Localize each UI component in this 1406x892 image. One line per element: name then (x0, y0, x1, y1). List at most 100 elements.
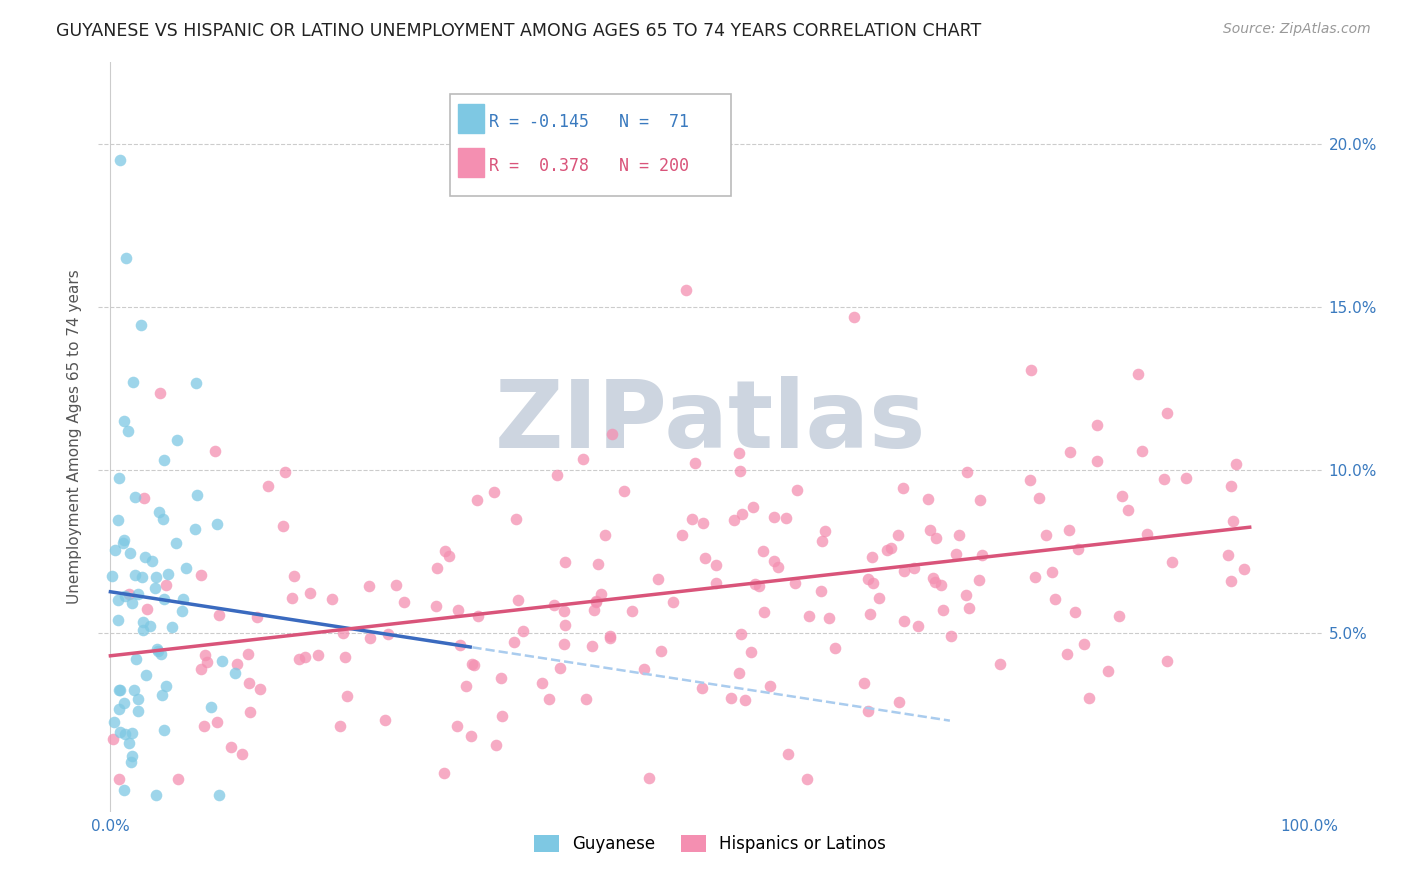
Point (280, 591, 302, 605)
Point (205, 714, 228, 729)
Point (190, 568, 212, 582)
Point (110, 682, 132, 697)
Point (433, 766, 456, 780)
Point (574, 692, 596, 706)
Point (599, 629, 621, 643)
Point (1040, 566, 1063, 580)
Point (671, 528, 693, 542)
Point (681, 512, 703, 526)
Point (593, 527, 616, 541)
Point (853, 676, 876, 690)
Point (449, 638, 471, 652)
Point (582, 603, 605, 617)
Point (172, 592, 194, 607)
Point (754, 605, 776, 619)
Point (797, 609, 820, 624)
Point (776, 747, 799, 761)
Point (200, 700, 222, 714)
Point (1130, 443, 1153, 458)
Point (862, 576, 884, 591)
Point (107, 513, 129, 527)
Point (205, 516, 228, 531)
Point (585, 594, 607, 608)
Point (108, 471, 131, 485)
Point (662, 595, 685, 609)
Point (742, 500, 765, 514)
Point (127, 586, 149, 600)
Point (211, 654, 233, 668)
Point (638, 771, 661, 785)
Point (925, 532, 948, 546)
Point (1043, 592, 1066, 607)
Point (740, 645, 762, 659)
Point (274, 465, 297, 479)
Point (1035, 528, 1057, 542)
Point (434, 544, 457, 558)
Point (948, 528, 970, 542)
Point (1078, 690, 1101, 705)
Point (122, 376, 145, 390)
Point (675, 284, 697, 298)
Point (723, 513, 745, 527)
Point (141, 554, 163, 568)
Point (775, 511, 797, 525)
Point (224, 665, 246, 680)
Point (690, 681, 713, 695)
Point (1116, 502, 1139, 516)
Text: R =  0.378   N = 200: R = 0.378 N = 200 (489, 157, 689, 175)
Point (208, 789, 231, 803)
Point (238, 676, 260, 690)
Point (120, 755, 142, 769)
Point (112, 696, 135, 710)
Point (1111, 489, 1133, 503)
Point (929, 577, 952, 591)
Point (763, 554, 786, 568)
Point (796, 772, 818, 786)
Y-axis label: Unemployment Among Ages 65 to 74 years: Unemployment Among Ages 65 to 74 years (67, 269, 83, 605)
Point (108, 153, 131, 168)
Point (620, 604, 643, 618)
Point (249, 681, 271, 696)
Point (321, 592, 343, 607)
Point (118, 587, 141, 601)
Legend: Guyanese, Hispanics or Latinos: Guyanese, Hispanics or Latinos (527, 828, 893, 860)
Point (727, 665, 749, 680)
Point (1225, 458, 1247, 472)
Point (183, 522, 205, 536)
Point (1028, 491, 1050, 505)
Point (149, 386, 172, 401)
Point (600, 427, 623, 442)
Point (104, 542, 127, 557)
Point (110, 725, 132, 739)
Point (146, 644, 169, 658)
Point (1216, 548, 1239, 562)
Text: GUYANESE VS HISPANIC OR LATINO UNEMPLOYMENT AMONG AGES 65 TO 74 YEARS CORRELATIO: GUYANESE VS HISPANIC OR LATINO UNEMPLOYM… (56, 22, 981, 40)
Point (332, 626, 354, 640)
Point (425, 599, 447, 613)
Point (505, 512, 527, 526)
Point (650, 643, 672, 657)
Point (283, 569, 305, 583)
Point (288, 652, 311, 666)
Point (859, 607, 882, 621)
Point (1108, 609, 1130, 624)
Point (103, 732, 125, 747)
Point (236, 647, 259, 661)
Point (107, 613, 129, 627)
Point (581, 639, 603, 653)
Point (157, 567, 180, 582)
Point (967, 573, 990, 587)
Point (426, 560, 449, 574)
Point (357, 578, 380, 592)
Point (730, 626, 752, 640)
Point (103, 714, 125, 729)
Point (531, 676, 554, 690)
Point (484, 485, 506, 500)
Point (121, 726, 143, 740)
Point (107, 592, 129, 607)
Point (633, 662, 655, 676)
Point (553, 637, 575, 651)
Point (491, 709, 513, 723)
Point (446, 718, 468, 732)
Point (891, 481, 914, 495)
